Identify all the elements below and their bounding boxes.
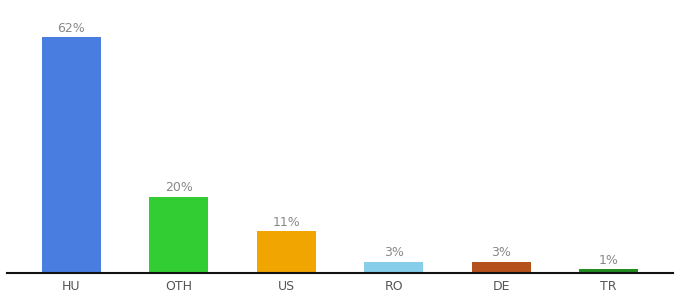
Text: 20%: 20%	[165, 182, 193, 194]
Text: 11%: 11%	[273, 216, 300, 229]
Text: 3%: 3%	[384, 246, 404, 259]
Bar	[150, 197, 208, 273]
Bar	[42, 38, 101, 273]
Bar	[579, 269, 638, 273]
Text: 3%: 3%	[491, 246, 511, 259]
Bar	[364, 262, 423, 273]
Bar	[472, 262, 530, 273]
Text: 62%: 62%	[58, 22, 85, 35]
Text: 1%: 1%	[598, 254, 619, 267]
Bar	[257, 231, 316, 273]
